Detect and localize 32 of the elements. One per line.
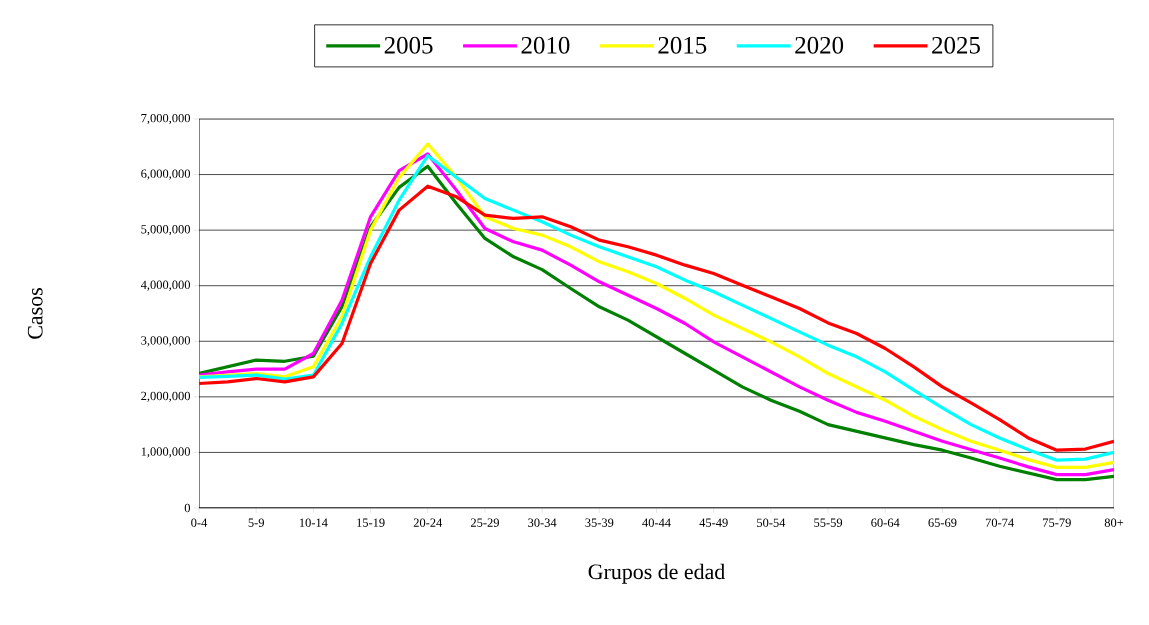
legend-label: 2025 [932, 36, 980, 54]
x-tick-label: 0-4 [191, 518, 208, 527]
legend-label: 2010 [521, 36, 570, 54]
y-tick-label: 3,000,000 [141, 336, 191, 347]
x-tick-label: 20-24 [413, 518, 443, 527]
x-tick-label: 30-34 [528, 518, 557, 527]
legend-label: 2015 [658, 36, 707, 54]
x-tick-label: 70-74 [985, 518, 1014, 527]
x-tick-label: 15-19 [357, 518, 385, 527]
x-axis-title: Grupos de edad [588, 563, 725, 584]
y-tick-label: 7,000,000 [141, 113, 191, 125]
x-tick-label: 25-29 [470, 518, 499, 527]
x-tick-label: 35-39 [585, 518, 614, 527]
x-tick-label: 60-64 [871, 518, 900, 527]
y-tick-label: 5,000,000 [141, 225, 191, 236]
x-tick-label: 55-59 [814, 518, 843, 527]
legend-label: 2020 [795, 36, 844, 54]
y-tick-label: 4,000,000 [140, 280, 191, 291]
x-tick-label: 50-54 [757, 518, 786, 527]
x-tick-label: 80+ [1104, 518, 1124, 527]
y-tick-label: 0 [184, 503, 191, 513]
x-tick-label: 10-14 [299, 518, 328, 527]
x-tick-label: 65-69 [928, 518, 957, 527]
y-tick-label: 2,000,000 [141, 391, 191, 402]
y-axis-title: Casos [27, 288, 43, 339]
x-tick-label: 75-79 [1043, 518, 1071, 527]
x-tick-label: 5-9 [248, 518, 264, 527]
y-tick-label: 6,000,000 [141, 169, 191, 180]
x-tick-label: 40-44 [642, 518, 671, 527]
legend-label: 2005 [384, 36, 433, 54]
y-tick-label: 1,000,000 [141, 447, 191, 458]
x-tick-label: 45-49 [699, 518, 728, 527]
